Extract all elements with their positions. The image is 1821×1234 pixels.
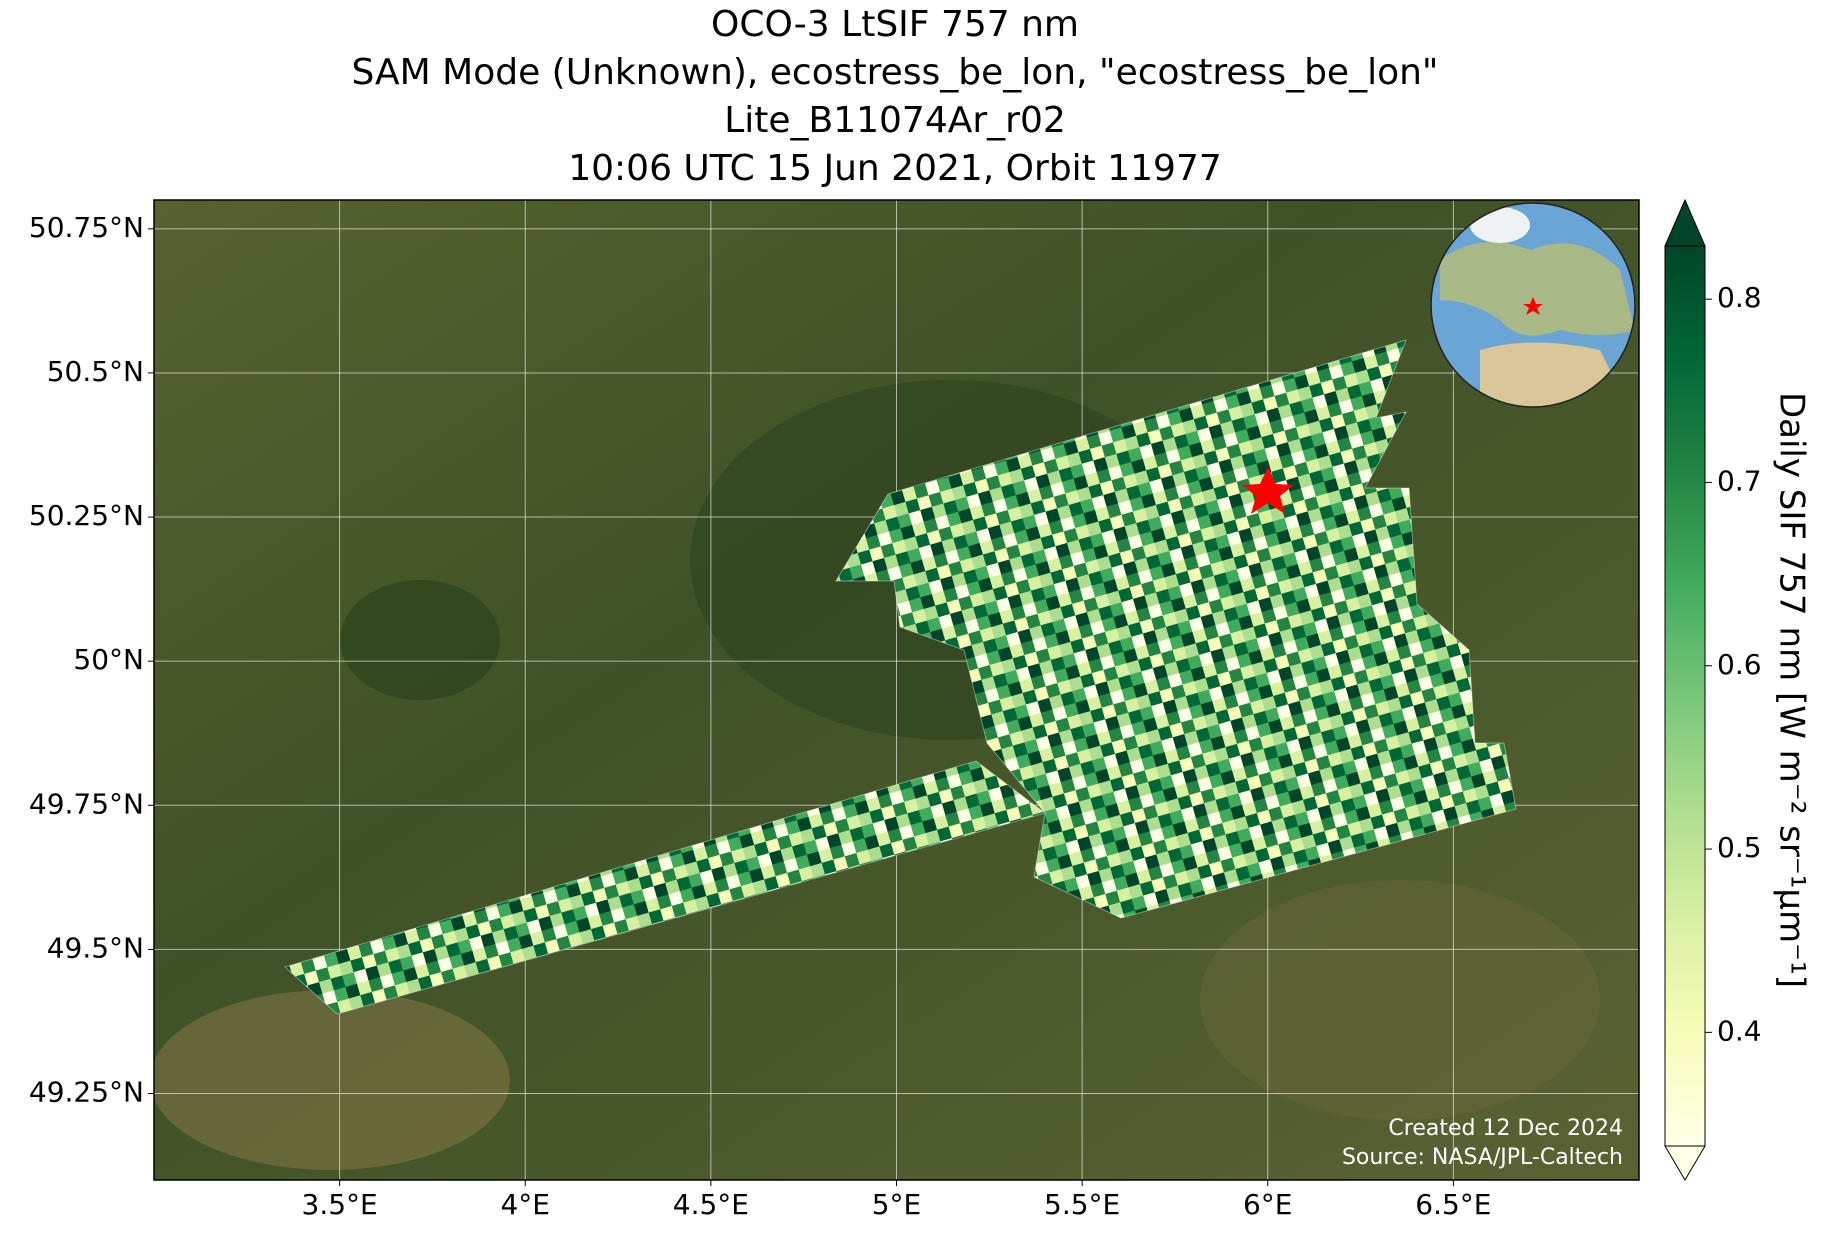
x-tick-label: 5°E [872, 1188, 922, 1221]
globe-outline [1430, 202, 1636, 408]
title-line: Lite_B11074Ar_r02 [724, 100, 1066, 141]
x-tick-label: 6°E [1243, 1188, 1293, 1221]
colorbar-extend-top [1664, 198, 1706, 247]
target-star [1242, 467, 1294, 514]
x-tick-label: 4.5°E [673, 1188, 749, 1221]
credit: Source: NASA/JPL-Caltech [1342, 1145, 1623, 1170]
colorbar-label: Daily SIF 757 nm [W m⁻² sr⁻¹μm⁻¹] [1772, 392, 1812, 988]
colorbar-body [1665, 246, 1705, 1146]
colorbar-tick-label: 0.6 [1717, 648, 1762, 681]
y-tick-label: 49.25°N [29, 1076, 144, 1109]
colorbar-tick-label: 0.7 [1717, 464, 1762, 497]
colorbar-tick-label: 0.4 [1717, 1014, 1762, 1047]
title-line: OCO-3 LtSIF 757 nm [711, 4, 1079, 45]
title-line: 10:06 UTC 15 Jun 2021, Orbit 11977 [568, 148, 1222, 189]
colorbar-extend-bottom [1664, 1145, 1706, 1181]
x-tick-label: 5.5°E [1044, 1188, 1120, 1221]
globe-star [1523, 297, 1543, 315]
fields [1200, 880, 1600, 1120]
title-line: SAM Mode (Unknown), ecostress_be_lon, "e… [352, 52, 1439, 93]
y-tick-label: 50°N [73, 643, 144, 676]
map-area [154, 200, 1639, 1180]
x-tick-label: 3.5°E [302, 1188, 378, 1221]
y-tick-label: 49.75°N [29, 787, 144, 820]
credit: Created 12 Dec 2024 [1388, 1116, 1623, 1141]
x-tick-label: 4°E [500, 1188, 550, 1221]
fields [154, 990, 510, 1170]
colorbar-tick-label: 0.5 [1717, 831, 1762, 864]
colorbar-frame [1664, 245, 1706, 1147]
y-tick-label: 50.5°N [47, 355, 144, 388]
y-tick-label: 50.25°N [29, 499, 144, 532]
colorbar: 0.4 0.5 0.6 0.7 0.8 Daily SIF 757 nm [W m⁻² s… [1664, 198, 1812, 1181]
x-tick-label: 6.5°E [1415, 1188, 1491, 1221]
y-tick-label: 50.75°N [29, 211, 144, 244]
forest [340, 580, 500, 700]
y-tick-label: 49.5°N [47, 931, 144, 964]
colorbar-tick-label: 0.8 [1717, 281, 1762, 314]
swath [835, 339, 1517, 919]
